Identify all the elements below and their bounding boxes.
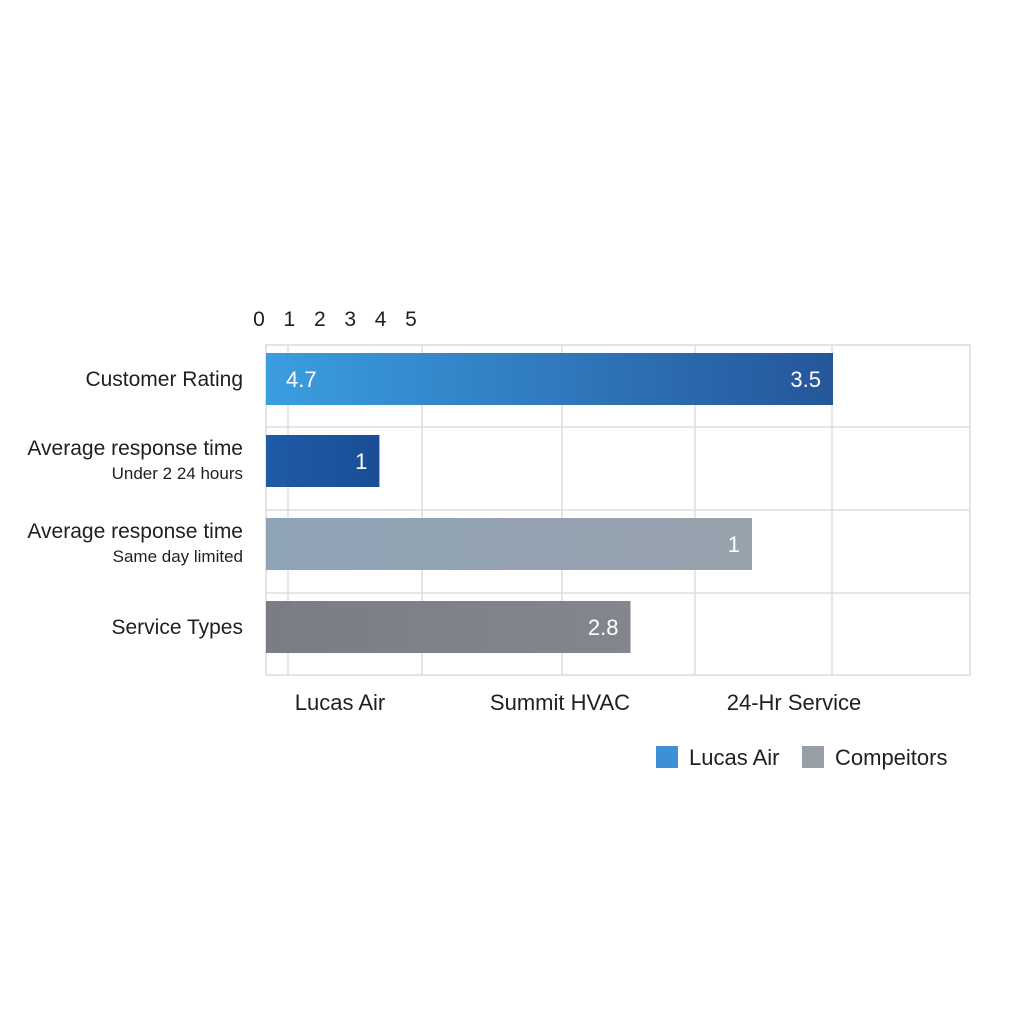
legend-swatch <box>802 746 824 768</box>
legend-label: Compeitors <box>835 745 947 770</box>
legend-label: Lucas Air <box>689 745 780 770</box>
bottom-labels: Lucas Air Summit HVAC 24-Hr Service <box>295 690 861 715</box>
top-tick-label: 5 <box>405 308 417 331</box>
category-label: Average response time <box>27 437 243 460</box>
bar-value-label: 2.8 <box>588 615 619 640</box>
bottom-label: Lucas Air <box>295 690 386 715</box>
bar-value-label: 1 <box>728 532 740 557</box>
top-tick-label: 1 <box>284 308 296 331</box>
top-tick-label: 0 <box>253 308 265 331</box>
bars: 4.7 3.5 1 1 2.8 <box>266 353 833 653</box>
legend: Lucas Air Compeitors <box>656 745 947 770</box>
bar <box>266 435 380 487</box>
bar-value-label: 4.7 <box>286 367 317 392</box>
category-labels: Customer Rating Average response time Unde… <box>27 368 243 639</box>
top-tick-label: 3 <box>344 308 356 331</box>
bottom-label: Summit HVAC <box>490 690 630 715</box>
top-tick-label: 4 <box>375 308 387 331</box>
bar <box>266 353 833 405</box>
category-label: Average response time <box>27 520 243 543</box>
category-label: Customer Rating <box>85 368 243 391</box>
bar-value-label: 3.5 <box>790 367 821 392</box>
bottom-label: 24-Hr Service <box>727 690 861 715</box>
category-sublabel: Same day limited <box>113 547 243 566</box>
top-tick-label: 2 <box>314 308 326 331</box>
category-sublabel: Under 2 24 hours <box>112 464 243 483</box>
bar-value-label: 1 <box>355 449 367 474</box>
category-label: Service Types <box>111 616 243 639</box>
bar <box>266 601 631 653</box>
legend-swatch <box>656 746 678 768</box>
bar <box>266 518 752 570</box>
